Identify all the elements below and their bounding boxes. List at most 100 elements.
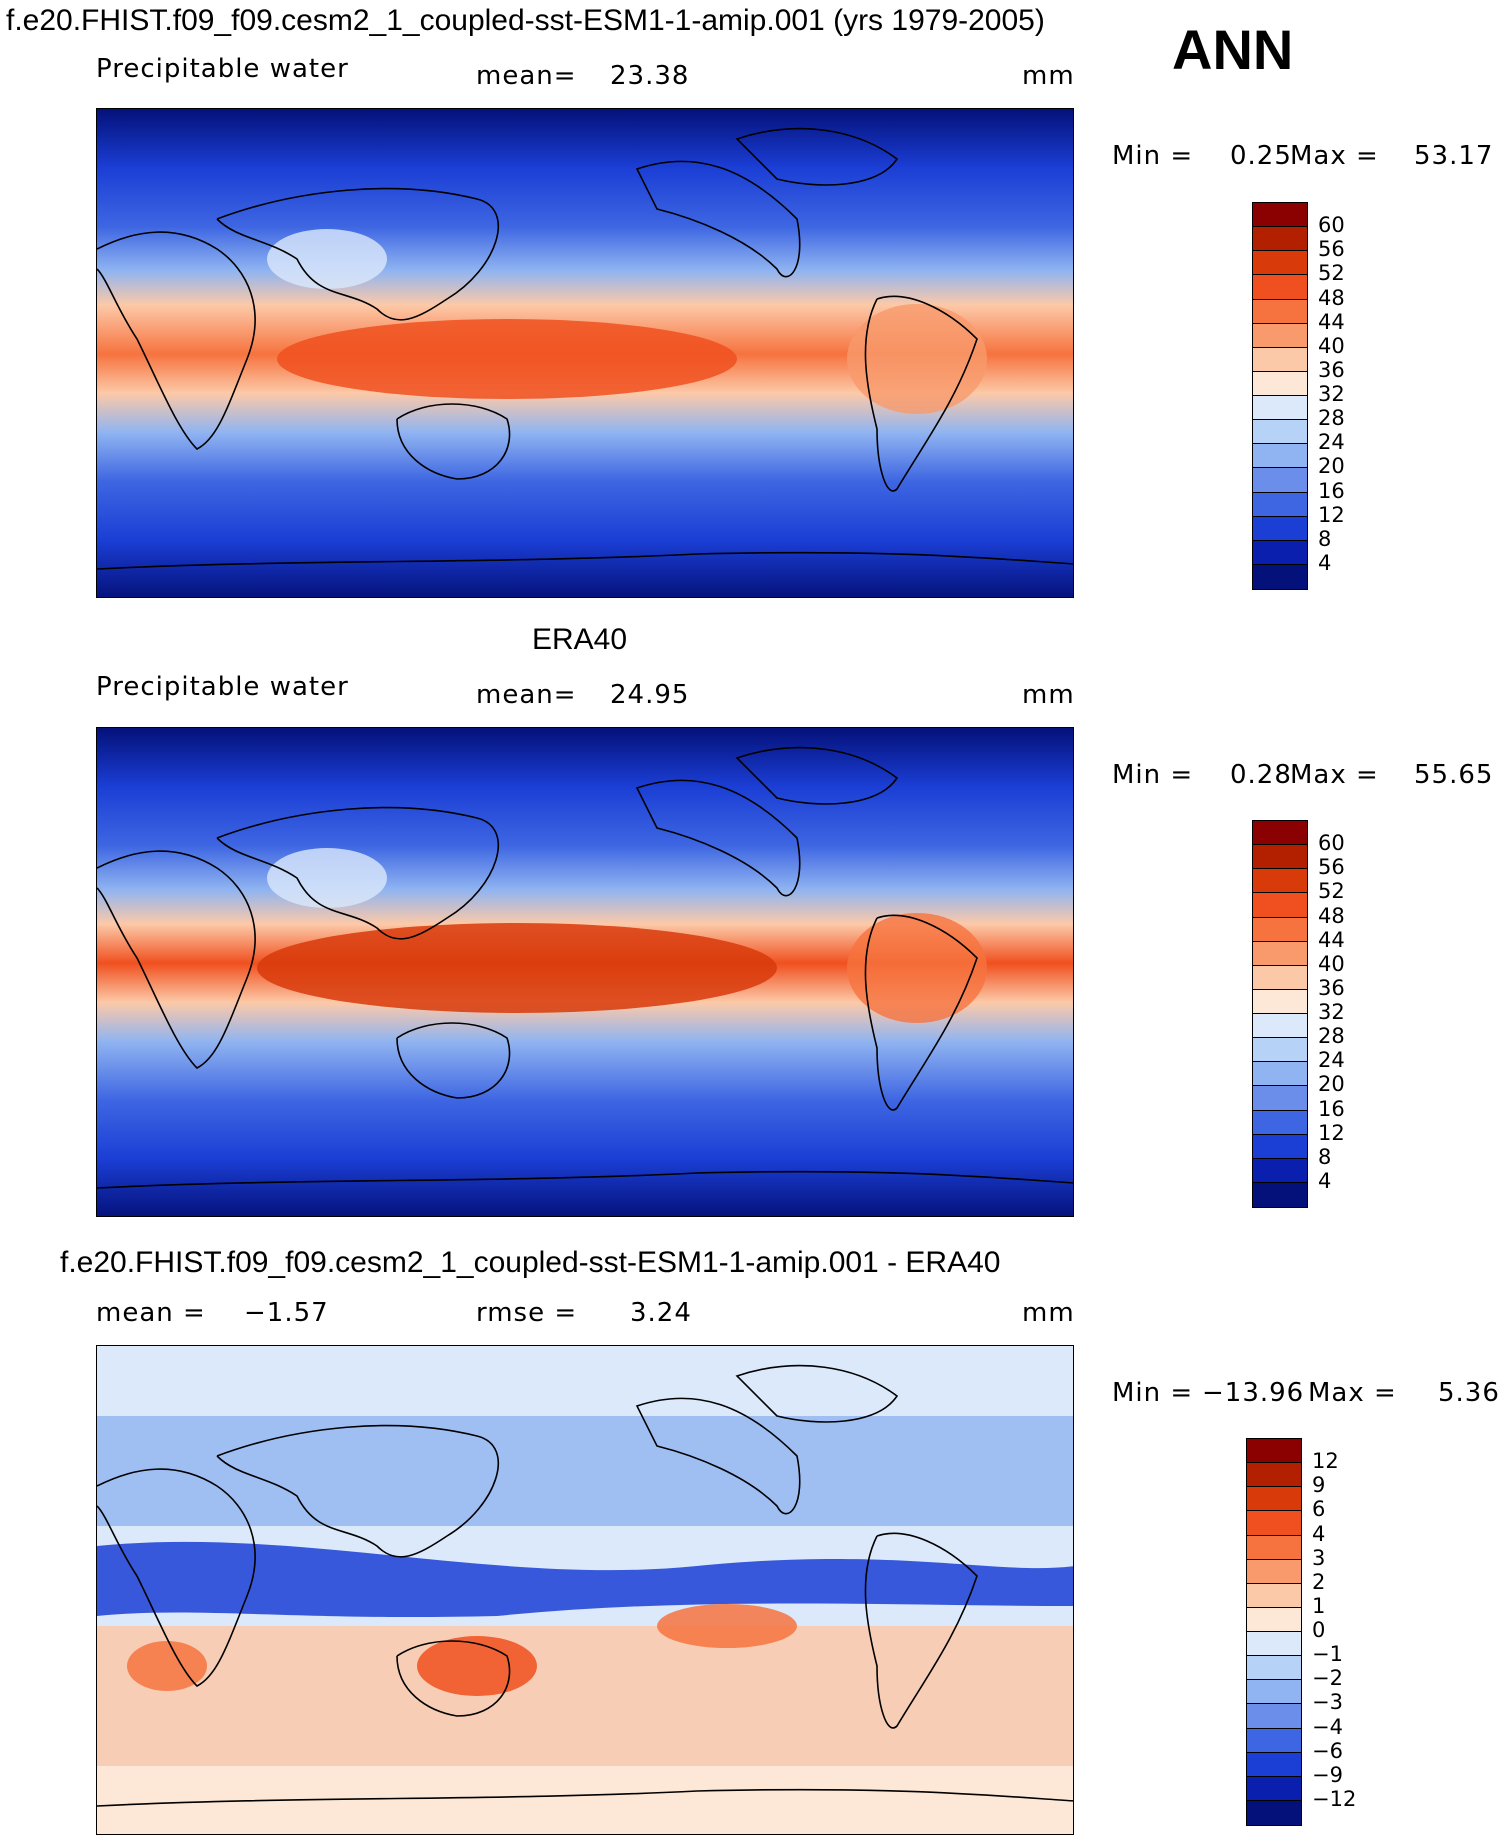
colorbar-swatch [1253,941,1307,966]
colorbar-tick-label: 60 [1318,213,1345,238]
colorbar-tick-label: 8 [1318,526,1332,551]
panel2-coastlines [97,746,1073,1189]
colorbar-tick-label: 16 [1318,478,1345,503]
colorbar-swatch [1247,1511,1301,1536]
panel3-itcz-band [97,1541,1073,1618]
colorbar-tick-label: 4 [1318,550,1332,575]
colorbar-tick-label: 6 [1312,1497,1326,1522]
panel3-mean-value: −1.57 [244,1298,329,1328]
colorbar-swatch [1253,371,1307,396]
colorbar-swatch [1253,893,1307,918]
panel1-min-value: 0.25 [1230,141,1292,171]
colorbar-swatch [1247,1752,1301,1777]
colorbar-tick-label: −1 [1312,1642,1343,1667]
colorbar-tick-label: 12 [1318,1120,1345,1145]
colorbar-tick-label: 12 [1312,1449,1339,1474]
panel3-epac-anom [657,1604,797,1648]
colorbar-tick-label: 40 [1318,951,1345,976]
panel2-tibet [267,848,387,908]
colorbar-tick-label: 24 [1318,430,1345,455]
panel3-safrica-anom [127,1641,207,1691]
panel1-min-label: Min = [1112,141,1194,171]
colorbar-tick-label: 2 [1312,1569,1326,1594]
panel1-mean-value: 23.38 [610,61,690,91]
colorbar-tick-label: 44 [1318,927,1345,952]
panel1-units: mm [1022,61,1075,91]
panel3-min-label: Min = [1112,1378,1194,1408]
colorbar-tick-label: 0 [1312,1618,1326,1642]
colorbar-swatch [1247,1559,1301,1584]
colorbar-swatch [1253,323,1307,348]
panel2-colorbar [1252,820,1308,1208]
colorbar-swatch [1253,516,1307,541]
panel3-colorbar [1246,1438,1302,1826]
colorbar-tick-label: −9 [1312,1762,1343,1787]
colorbar-swatch [1253,917,1307,942]
colorbar-tick-label: 52 [1318,879,1345,904]
colorbar-swatch [1247,1680,1301,1705]
colorbar-swatch [1253,203,1307,228]
colorbar-tick-label: 48 [1318,285,1345,310]
colorbar-swatch [1253,299,1307,324]
colorbar-swatch [1247,1439,1301,1464]
colorbar-swatch [1253,1014,1307,1039]
colorbar-swatch [1253,275,1307,300]
colorbar-tick-label: 9 [1312,1473,1326,1498]
colorbar-swatch [1253,1182,1307,1207]
panel1-tibet [267,229,387,289]
colorbar-swatch [1253,1062,1307,1087]
colorbar-swatch [1253,540,1307,565]
colorbar-swatch [1253,420,1307,445]
colorbar-swatch [1253,821,1307,846]
colorbar-tick-label: 16 [1318,1096,1345,1121]
colorbar-tick-label: 4 [1312,1521,1326,1546]
panel1-map-svg [97,109,1073,597]
colorbar-swatch [1253,965,1307,990]
colorbar-swatch [1253,1110,1307,1135]
colorbar-swatch [1253,444,1307,469]
colorbar-swatch [1253,468,1307,493]
colorbar-tick-label: 24 [1318,1048,1345,1073]
colorbar-swatch [1253,347,1307,372]
panel2-variable: Precipitable water [96,672,349,702]
colorbar-swatch [1253,396,1307,421]
colorbar-tick-label: 28 [1318,406,1345,431]
season-label: ANN [1172,18,1294,81]
colorbar-swatch [1247,1632,1301,1657]
colorbar-tick-label: 32 [1318,1000,1345,1024]
colorbar-tick-label: 28 [1318,1024,1345,1049]
panel3-rmse-label: rmse = [476,1298,578,1328]
colorbar-swatch [1247,1487,1301,1512]
colorbar-tick-label: −3 [1312,1690,1343,1715]
colorbar-tick-label: 4 [1318,1168,1332,1193]
colorbar-tick-label: 56 [1318,855,1345,880]
colorbar-tick-label: 48 [1318,903,1345,928]
colorbar-tick-label: 36 [1318,975,1345,1000]
colorbar-swatch [1247,1535,1301,1560]
colorbar-tick-label: 20 [1318,454,1345,479]
colorbar-tick-label: 40 [1318,333,1345,358]
colorbar-swatch [1253,492,1307,517]
panel2-mean-label: mean= [476,680,577,710]
colorbar-tick-label: 3 [1312,1545,1326,1570]
colorbar-swatch [1253,1134,1307,1159]
colorbar-swatch [1247,1607,1301,1632]
panel3-rmse-value: 3.24 [630,1298,692,1328]
colorbar-tick-label: 36 [1318,357,1345,382]
colorbar-swatch [1247,1704,1301,1729]
panel1-coastlines [97,127,1073,570]
panel2-warm-pool [257,923,777,1013]
colorbar-tick-label: 32 [1318,382,1345,406]
panel3-units: mm [1022,1298,1075,1328]
panel2-amazon [847,913,987,1023]
panel1-amazon [847,304,987,414]
colorbar-tick-label: −4 [1312,1714,1343,1739]
panel3-nh-band [97,1416,1073,1526]
panel1-mean-label: mean= [476,61,577,91]
colorbar-swatch [1253,845,1307,870]
panel1-variable: Precipitable water [96,54,349,84]
panel2-min-value: 0.28 [1230,760,1292,790]
colorbar-swatch [1247,1463,1301,1488]
panel1-warm-pool [277,319,737,399]
colorbar-swatch [1253,1158,1307,1183]
